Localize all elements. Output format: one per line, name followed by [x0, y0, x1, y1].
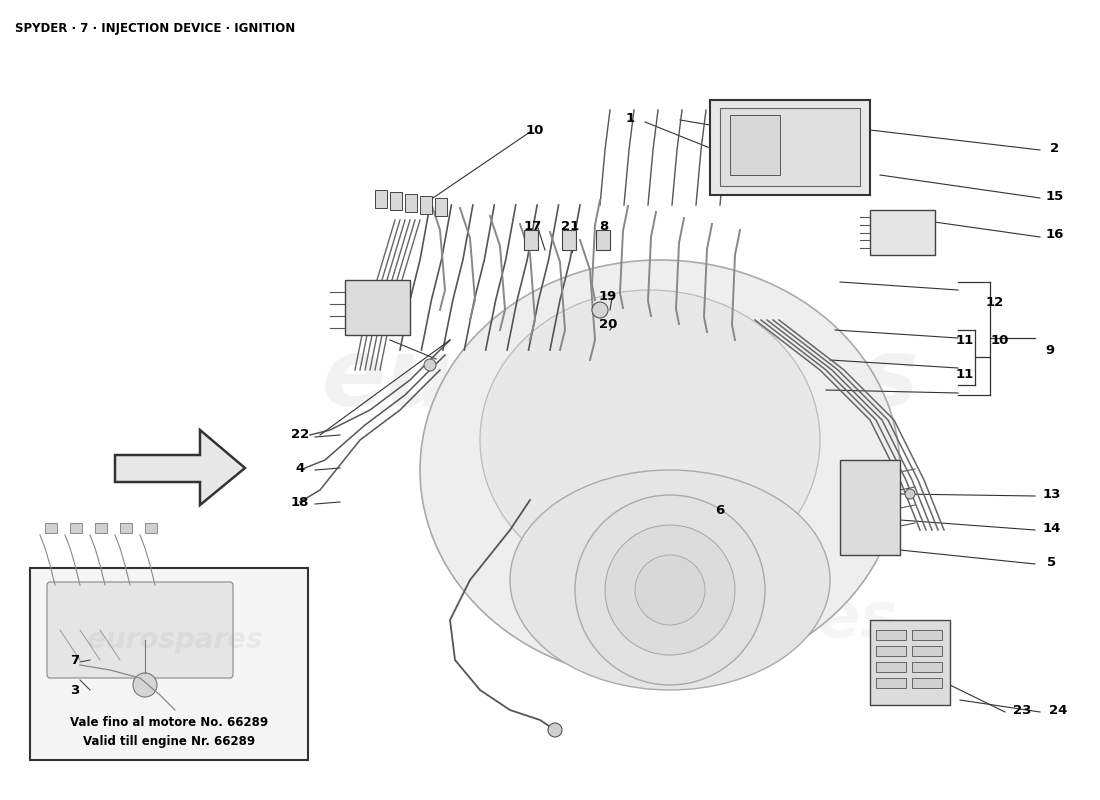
Text: 19: 19: [598, 290, 617, 302]
Text: 7: 7: [70, 654, 79, 666]
Ellipse shape: [480, 290, 820, 590]
Text: eurospares: eurospares: [503, 590, 898, 650]
Bar: [876, 646, 906, 656]
Text: 14: 14: [1043, 522, 1062, 534]
Circle shape: [905, 489, 915, 499]
Bar: [70, 523, 82, 533]
Text: 16: 16: [1046, 229, 1064, 242]
Bar: [730, 115, 780, 175]
Bar: [420, 196, 432, 214]
Circle shape: [575, 495, 764, 685]
Text: 20: 20: [598, 318, 617, 331]
Text: 2: 2: [1050, 142, 1059, 154]
Bar: [720, 108, 860, 186]
Text: 18: 18: [290, 495, 309, 509]
Bar: [870, 210, 935, 255]
Text: eurospares: eurospares: [87, 626, 263, 654]
Bar: [596, 230, 611, 250]
Text: 10: 10: [526, 123, 544, 137]
Circle shape: [592, 302, 608, 318]
Bar: [434, 198, 447, 216]
Bar: [524, 230, 538, 250]
Bar: [912, 678, 942, 688]
Bar: [912, 646, 942, 656]
Text: 23: 23: [1013, 703, 1031, 717]
Circle shape: [605, 525, 735, 655]
Text: 3: 3: [70, 683, 79, 697]
Text: eurospares: eurospares: [321, 334, 918, 426]
Circle shape: [133, 673, 157, 697]
Ellipse shape: [420, 260, 900, 680]
Bar: [95, 523, 107, 533]
Text: 11: 11: [956, 369, 975, 382]
Text: 12: 12: [986, 295, 1004, 309]
Bar: [390, 192, 402, 210]
Bar: [876, 662, 906, 672]
Text: 22: 22: [290, 429, 309, 442]
Bar: [405, 194, 417, 212]
Bar: [912, 662, 942, 672]
Bar: [375, 190, 387, 208]
Circle shape: [548, 723, 562, 737]
Bar: [45, 523, 57, 533]
Bar: [30, 568, 308, 760]
Text: Vale fino al motore No. 66289: Vale fino al motore No. 66289: [70, 715, 268, 729]
Ellipse shape: [510, 470, 830, 690]
Text: 17: 17: [524, 219, 542, 233]
Bar: [840, 460, 900, 555]
Text: 5: 5: [1047, 555, 1057, 569]
Text: SPYDER · 7 · INJECTION DEVICE · IGNITION: SPYDER · 7 · INJECTION DEVICE · IGNITION: [15, 22, 295, 35]
Bar: [870, 620, 950, 705]
Text: 10: 10: [991, 334, 1009, 346]
Circle shape: [635, 555, 705, 625]
Circle shape: [424, 359, 436, 371]
Text: eurospares: eurospares: [43, 639, 307, 681]
FancyBboxPatch shape: [47, 582, 233, 678]
Text: 4: 4: [296, 462, 305, 474]
Text: 13: 13: [1043, 487, 1062, 501]
Bar: [876, 630, 906, 640]
Text: 11: 11: [956, 334, 975, 346]
Text: 21: 21: [561, 219, 579, 233]
Text: 24: 24: [1048, 703, 1067, 717]
Text: 1: 1: [626, 111, 635, 125]
Text: 9: 9: [1045, 343, 1055, 357]
Text: 6: 6: [715, 503, 725, 517]
Polygon shape: [116, 430, 245, 505]
Bar: [345, 280, 410, 335]
Text: 8: 8: [600, 219, 608, 233]
Text: 15: 15: [1046, 190, 1064, 202]
Bar: [912, 630, 942, 640]
Bar: [562, 230, 576, 250]
Bar: [876, 678, 906, 688]
Bar: [710, 100, 870, 195]
Bar: [120, 523, 132, 533]
Bar: [145, 523, 157, 533]
Text: Valid till engine Nr. 66289: Valid till engine Nr. 66289: [82, 735, 255, 749]
